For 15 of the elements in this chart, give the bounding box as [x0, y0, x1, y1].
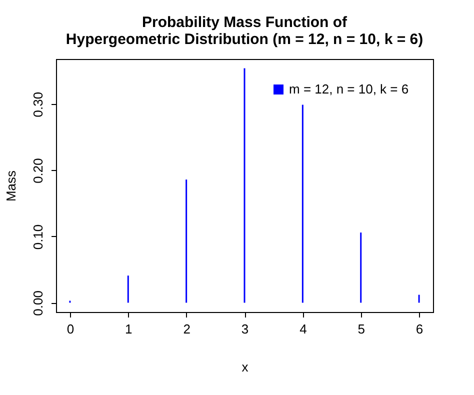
x-tick-label: 1: [125, 322, 132, 336]
x-tick-label: 0: [66, 322, 74, 336]
x-axis-title: x: [242, 360, 249, 374]
y-tick-label: 0.10: [30, 224, 46, 250]
chart-title: Probability Mass Function of Hypergeometric Distribution (m = 12, n = 10, k = 6): [66, 14, 424, 48]
legend-label: m = 12, n = 10, k = 6: [289, 82, 409, 96]
y-tick-label: 0.20: [30, 158, 46, 184]
x-tick-label: 6: [416, 322, 424, 336]
x-tick-label: 5: [358, 322, 365, 336]
x-tick-label: 2: [183, 322, 190, 336]
x-tick-label: 3: [241, 322, 249, 336]
x-tick-label: 4: [300, 322, 307, 336]
y-tick-label: 0.30: [30, 92, 46, 118]
y-axis-title: Mass: [4, 170, 18, 202]
y-tick-label: 0.00: [30, 290, 46, 316]
